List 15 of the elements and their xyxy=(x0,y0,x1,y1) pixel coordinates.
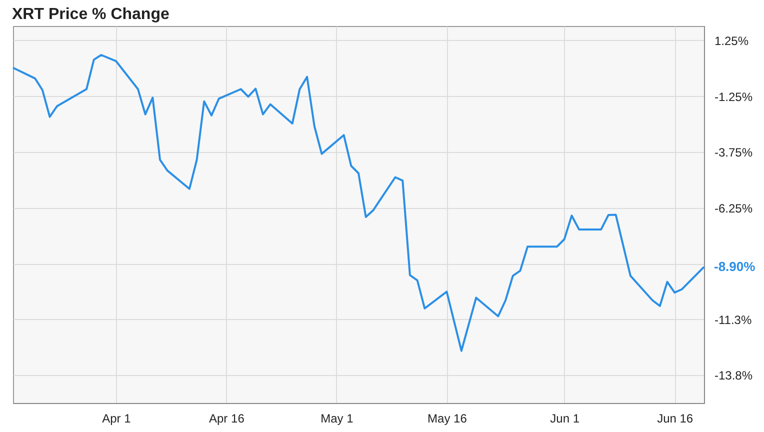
y-tick-label: -6.25% xyxy=(714,201,753,216)
line-series xyxy=(12,54,705,352)
y-tick-label: -13.8% xyxy=(714,368,753,383)
data-label: -8.90% xyxy=(714,258,756,274)
y-tick-label: 1.25% xyxy=(714,34,749,48)
x-tick-label: Apr 1 xyxy=(102,412,132,426)
y-tick-label: -1.25% xyxy=(714,90,753,104)
y-tick-label: -3.75% xyxy=(714,146,753,160)
x-tick-label: Jun 1 xyxy=(550,412,580,426)
x-tick-label: Apr 16 xyxy=(209,412,245,426)
chart-title: XRT Price % Change xyxy=(12,6,170,23)
x-tick-label: May 1 xyxy=(320,412,354,426)
x-tick-label: May 16 xyxy=(428,412,468,426)
x-tick-label: Jun 16 xyxy=(657,412,694,426)
y-tick-label: -11.3% xyxy=(714,312,752,327)
